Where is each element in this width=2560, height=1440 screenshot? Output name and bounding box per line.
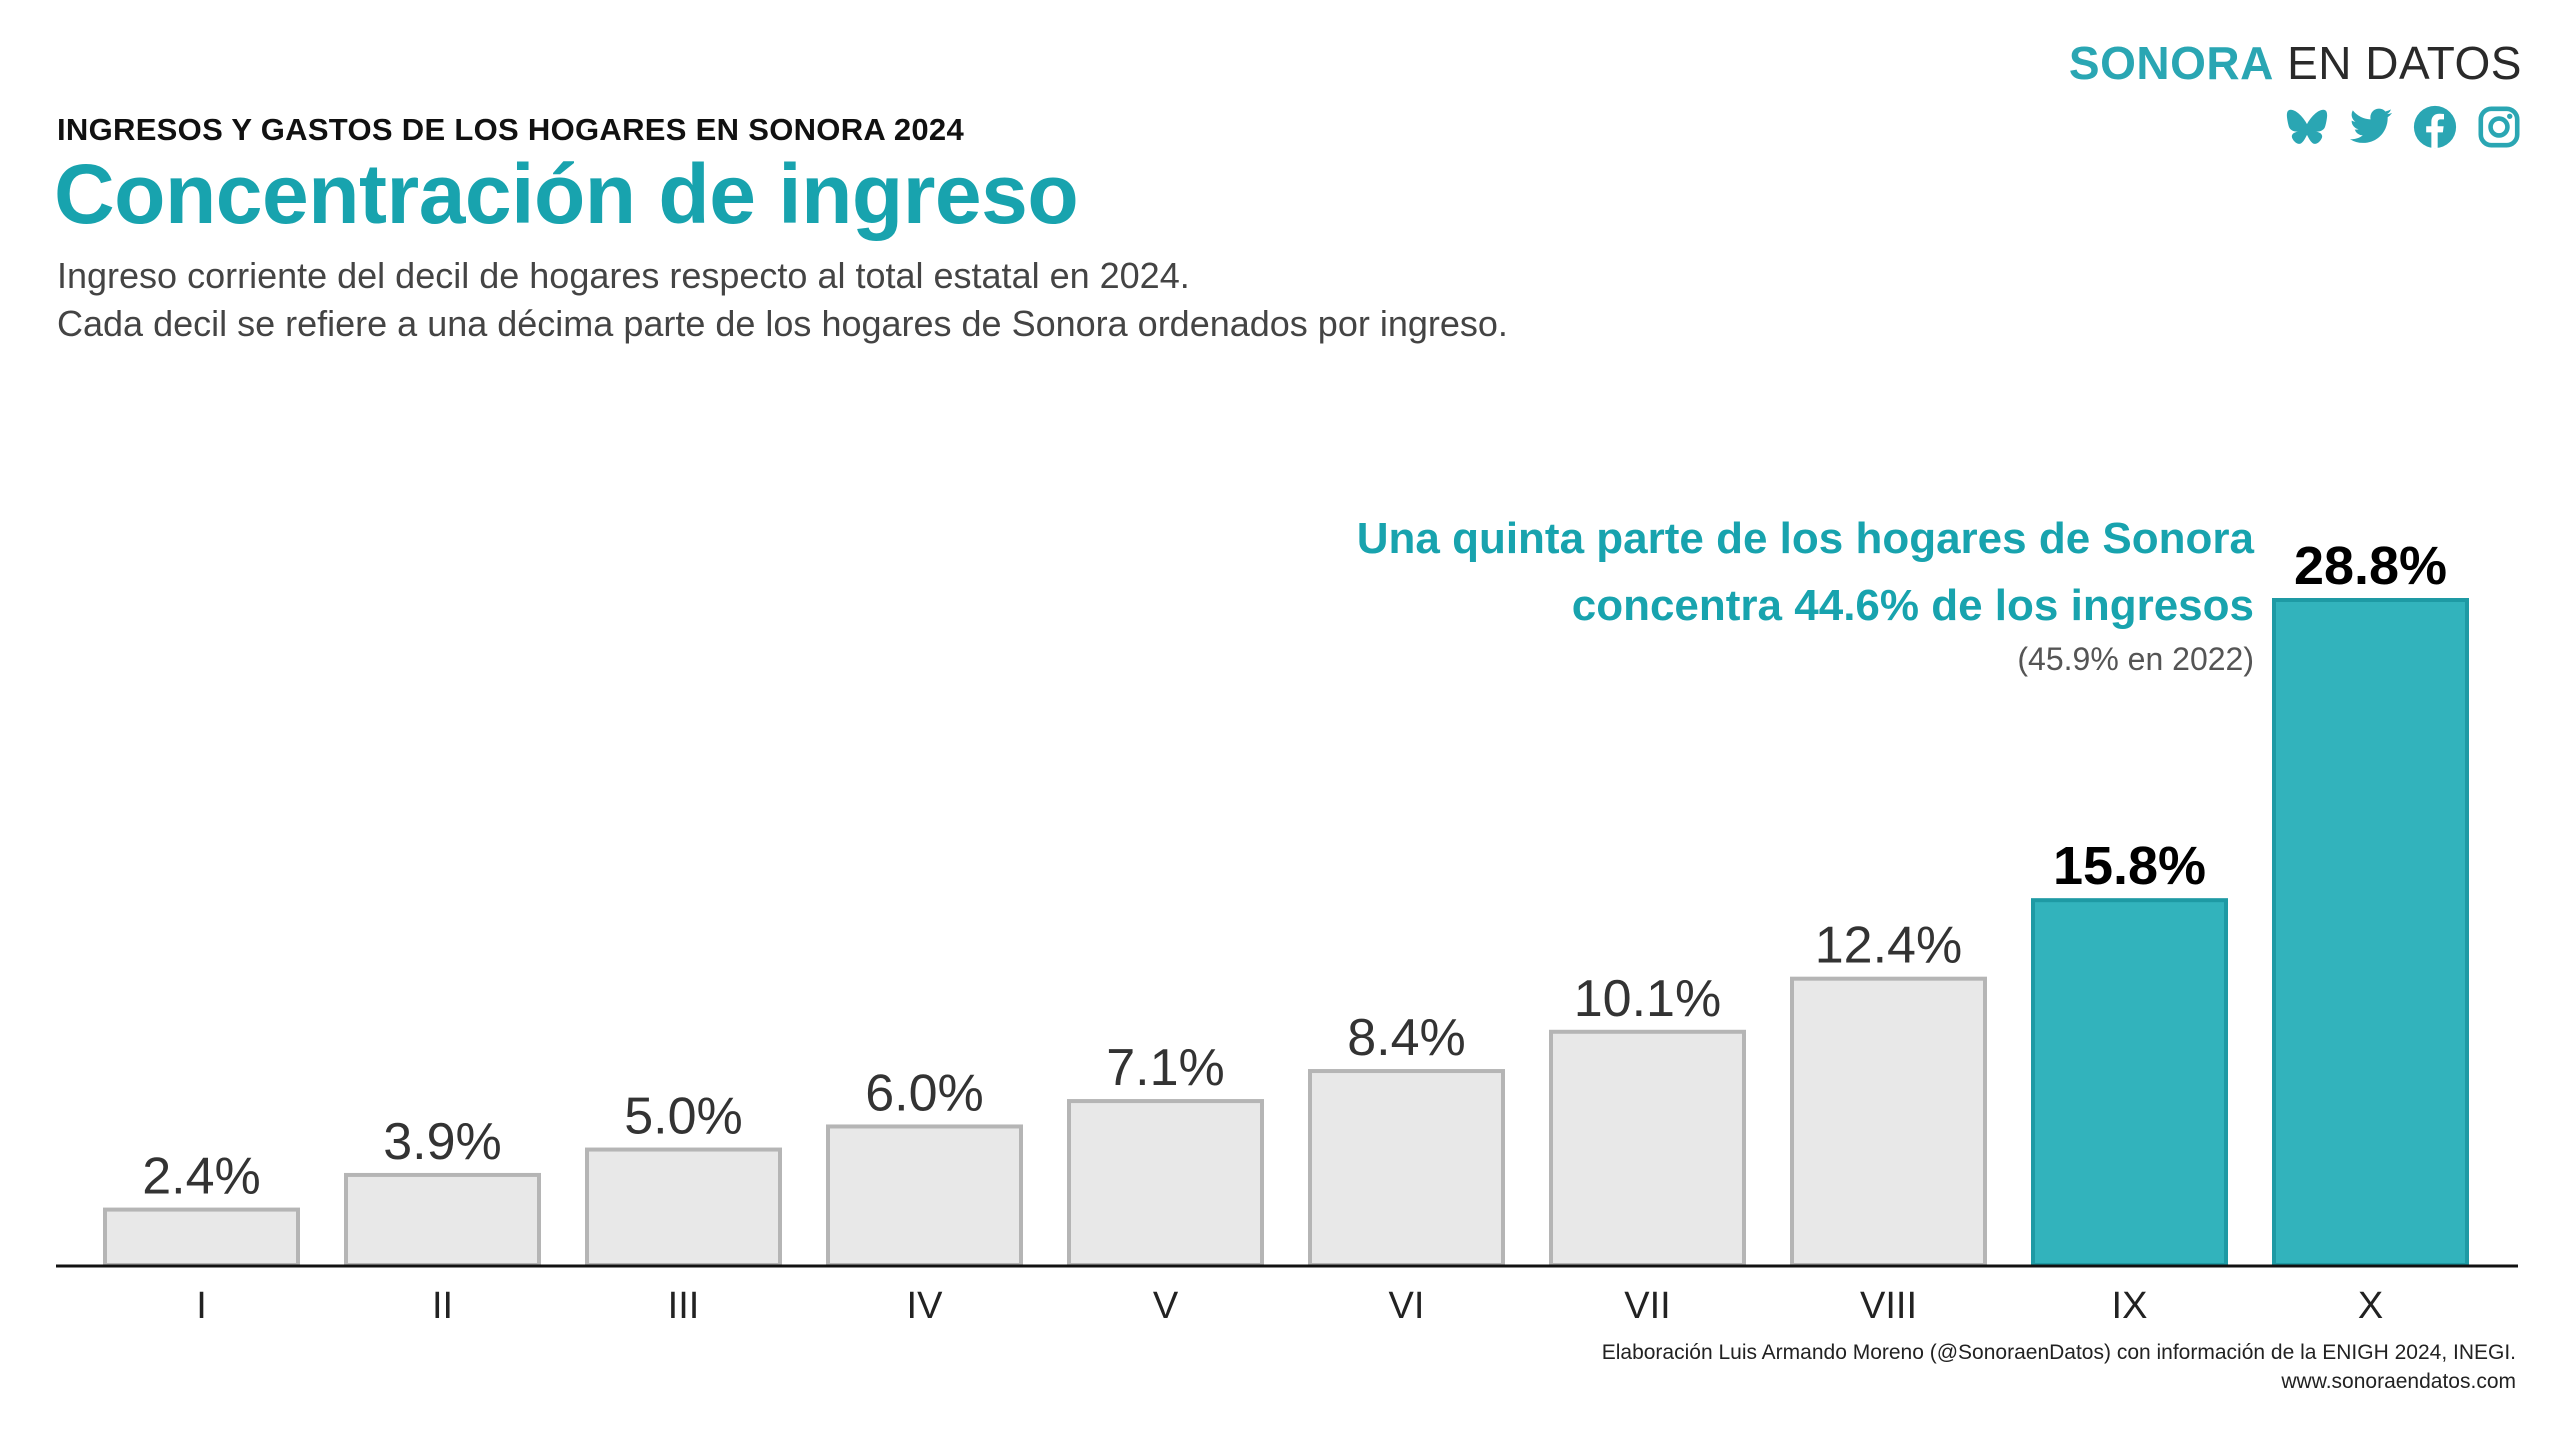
bar-value-label-VII: 10.1% [1574, 970, 1721, 1028]
chart-footer: Elaboración Luis Armando Moreno (@Sonora… [1602, 1338, 2516, 1396]
bars-group: 2.4% I 3.9% II 5.0% III 6.0% IV 7.1% V 8.4% VI 10.1%… [103, 536, 2469, 1327]
bar-V [1067, 1099, 1264, 1268]
x-tick-label-VIII: VIII [1860, 1285, 1917, 1327]
bar-value-label-I: 2.4% [142, 1148, 261, 1206]
chart-subtitle: Ingreso corriente del decil de hogares r… [57, 252, 1508, 348]
annotation-group: Una quinta parte de los hogares de Sonor… [1357, 514, 2255, 677]
x-tick-label-IV: IV [907, 1285, 944, 1327]
bar-value-label-III: 5.0% [624, 1088, 743, 1146]
brand-logo: SONORA EN DATOS [2069, 36, 2522, 90]
brand-name-strong: SONORA [2068, 37, 2274, 89]
x-tick-label-II: II [432, 1285, 453, 1327]
x-tick-label-III: III [668, 1285, 700, 1327]
social-links [2284, 104, 2522, 150]
bar-VII [1549, 1029, 1746, 1268]
bar-value-label-VIII: 12.4% [1815, 917, 1962, 975]
bar-VIII [1790, 976, 1987, 1267]
butterfly-icon[interactable] [2284, 104, 2330, 150]
bar-X [2272, 598, 2469, 1267]
chart-kicker: INGRESOS Y GASTOS DE LOS HOGARES EN SONO… [57, 112, 965, 147]
bar-value-label-VI: 8.4% [1347, 1009, 1466, 1067]
facebook-icon[interactable] [2412, 104, 2458, 150]
source-credit: Elaboración Luis Armando Moreno (@Sonora… [1601, 1341, 2516, 1364]
chart-title: Concentración de ingreso [54, 147, 1079, 241]
bar-IV [826, 1124, 1023, 1268]
bar-value-label-II: 3.9% [383, 1113, 502, 1171]
bar-value-label-IX: 15.8% [2053, 836, 2206, 896]
annotation-line-1: Una quinta parte de los hogares de Sonor… [1357, 514, 2255, 563]
brand-name-light: EN DATOS [2287, 37, 2522, 89]
bar-value-label-X: 28.8% [2294, 536, 2447, 596]
bar-IX [2031, 898, 2228, 1267]
bar-III [585, 1147, 782, 1267]
x-tick-label-VI: VI [1389, 1285, 1425, 1327]
bar-I [103, 1207, 300, 1268]
bar-II [344, 1172, 541, 1267]
subtitle-line-2: Cada decil se refiere a una décima parte… [57, 303, 1508, 344]
x-tick-label-V: V [1153, 1285, 1179, 1327]
x-tick-label-VII: VII [1624, 1285, 1670, 1327]
annotation-note: (45.9% en 2022) [2017, 641, 2254, 677]
website-link[interactable]: www.sonoraendatos.com [2281, 1370, 2516, 1393]
annotation-line-2: concentra 44.6% de los ingresos [1572, 581, 2254, 630]
x-tick-label-X: X [2358, 1285, 2383, 1327]
twitter-icon[interactable] [2348, 104, 2394, 150]
x-tick-label-I: I [196, 1285, 207, 1327]
subtitle-line-1: Ingreso corriente del decil de hogares r… [57, 255, 1190, 296]
bar-value-label-V: 7.1% [1106, 1039, 1225, 1097]
instagram-icon[interactable] [2476, 104, 2522, 150]
x-tick-label-IX: IX [2112, 1285, 2148, 1327]
bar-VI [1308, 1069, 1505, 1267]
bar-value-label-IV: 6.0% [865, 1064, 984, 1122]
